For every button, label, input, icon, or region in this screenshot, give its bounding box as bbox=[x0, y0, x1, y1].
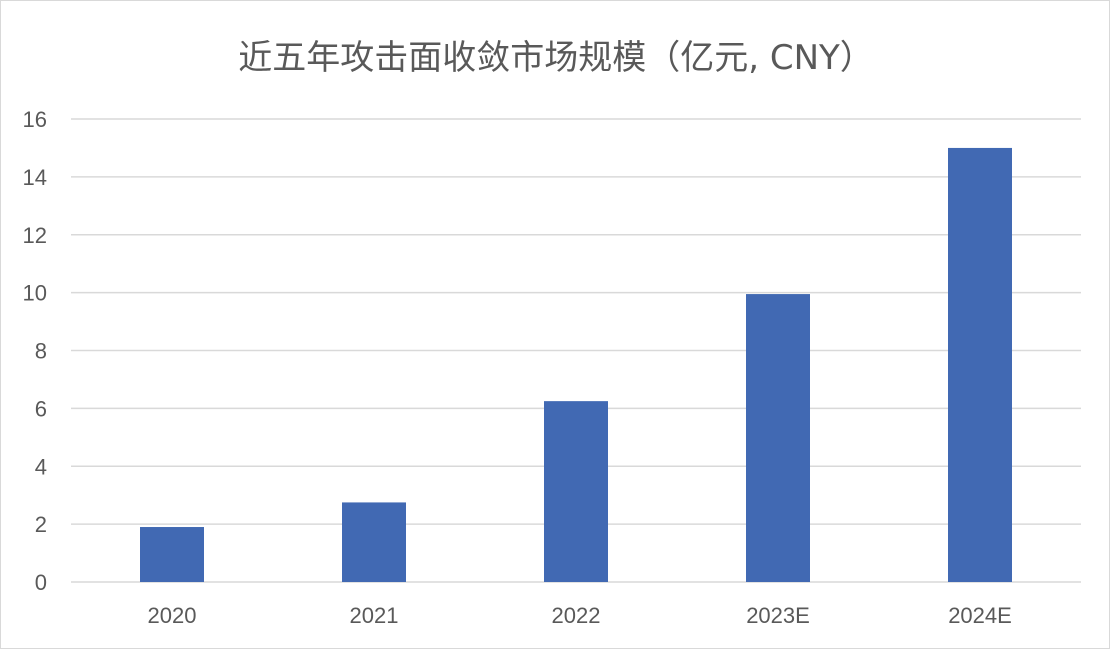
x-axis-ticks: 2020 2021 2022 2023E 2024E bbox=[148, 603, 1012, 628]
bar-2024E bbox=[948, 147, 1012, 582]
bar-2020 bbox=[140, 527, 204, 582]
y-tick-label: 14 bbox=[23, 165, 47, 190]
x-tick-label: 2021 bbox=[350, 603, 399, 628]
x-tick-label: 2024E bbox=[948, 603, 1012, 628]
y-tick-label: 8 bbox=[35, 339, 47, 364]
y-tick-label: 4 bbox=[35, 454, 47, 479]
x-tick-label: 2020 bbox=[148, 603, 197, 628]
y-tick-label: 12 bbox=[23, 223, 47, 248]
y-tick-label: 10 bbox=[23, 281, 47, 306]
gridlines bbox=[71, 118, 1081, 583]
chart-title: 近五年攻击面收敛市场规模（亿元, CNY） bbox=[238, 38, 874, 78]
bar-2022 bbox=[544, 401, 608, 582]
bars bbox=[140, 147, 1012, 582]
y-tick-label: 6 bbox=[35, 396, 47, 421]
bar-2023E bbox=[746, 294, 810, 582]
y-axis-ticks: 0 2 4 6 8 10 12 14 16 bbox=[23, 107, 47, 595]
x-tick-label: 2023E bbox=[746, 603, 810, 628]
y-tick-label: 16 bbox=[23, 107, 47, 132]
y-tick-label: 0 bbox=[35, 570, 47, 595]
x-tick-label: 2022 bbox=[552, 603, 601, 628]
y-tick-label: 2 bbox=[35, 512, 47, 537]
bar-2021 bbox=[342, 502, 406, 582]
